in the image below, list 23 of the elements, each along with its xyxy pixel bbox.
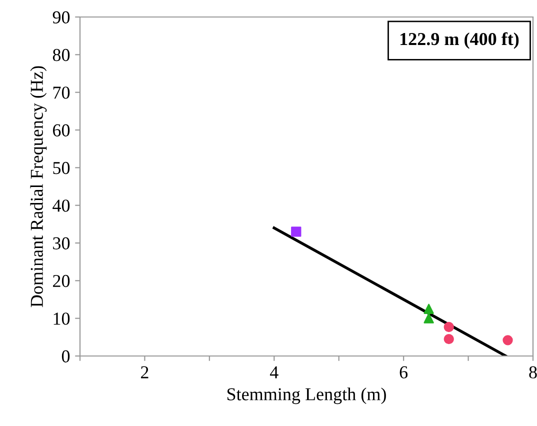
y-tick-label: 30 xyxy=(53,237,70,250)
y-axis-title: Dominant Radial Frequency (Hz) xyxy=(30,66,47,308)
annotation: 122.9 m (400 ft) xyxy=(400,32,519,49)
y-tick-label: 10 xyxy=(54,312,70,325)
point xyxy=(424,313,434,324)
point xyxy=(291,226,302,237)
x-tick-label: 8 xyxy=(529,366,537,378)
y-tick-label: 20 xyxy=(53,274,70,288)
y-tick-label: 90 xyxy=(52,11,70,24)
x-tick-label: 2 xyxy=(140,366,148,378)
point xyxy=(502,335,513,346)
y-tick-label: 70 xyxy=(53,86,70,99)
x-tick-label: 6 xyxy=(400,366,408,378)
point xyxy=(444,322,454,332)
point xyxy=(424,304,434,314)
y-tick-label: 0 xyxy=(62,350,70,362)
y-tick-label: 60 xyxy=(53,124,70,136)
y-tick-label: 50 xyxy=(53,162,70,174)
y-tick-label: 80 xyxy=(52,48,70,62)
x-tick-label: 4 xyxy=(270,366,278,378)
y-tick-label: 40 xyxy=(52,200,70,212)
point xyxy=(444,334,454,344)
x-axis-title: Stemming Length (m) xyxy=(227,388,386,404)
